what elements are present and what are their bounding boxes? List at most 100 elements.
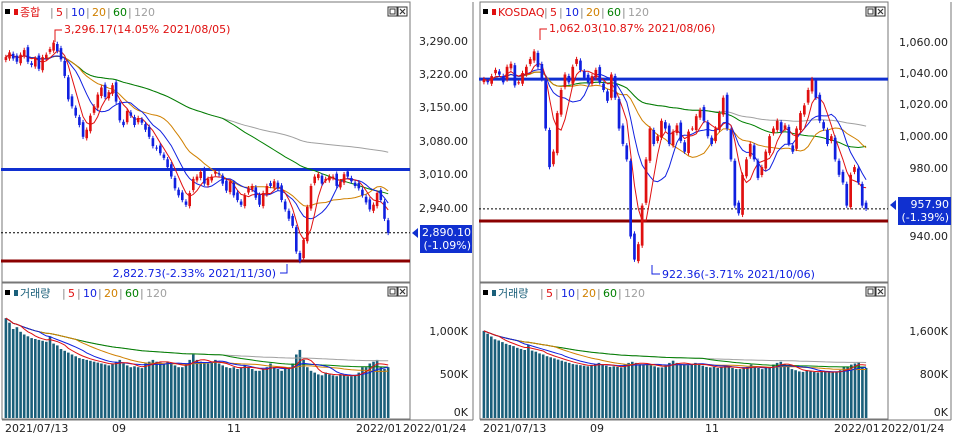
volume-bar (272, 367, 276, 418)
close-icon[interactable] (397, 286, 408, 297)
candle (671, 131, 675, 146)
volume-bar (118, 359, 122, 418)
candle (89, 115, 92, 132)
close-icon[interactable] (397, 6, 408, 17)
candle (698, 110, 702, 118)
legend-ma5: 5 (56, 6, 63, 19)
volume-bar (133, 366, 136, 418)
candle (317, 174, 320, 178)
volume-bar (56, 345, 59, 418)
candle (652, 130, 656, 144)
candle (59, 48, 63, 60)
volume-bar (753, 366, 757, 418)
candle (85, 129, 88, 139)
restore-icon[interactable] (865, 286, 876, 297)
volume-bar (850, 364, 853, 418)
candle (125, 111, 129, 123)
legend-sep: | (62, 287, 66, 300)
volume-bar (280, 370, 283, 418)
candle (225, 180, 228, 191)
volume-bar (302, 359, 305, 418)
y-tick-label: 1,020.00 (899, 98, 948, 111)
volume-bar (675, 362, 679, 418)
volume-bar (727, 366, 731, 418)
candle (339, 181, 342, 188)
vol-tick-label: 0K (934, 406, 949, 419)
candle (845, 183, 849, 206)
candle (48, 49, 52, 52)
candle (92, 106, 96, 113)
restore-icon[interactable] (387, 6, 398, 17)
candle (100, 87, 103, 96)
volume-bar (78, 358, 81, 418)
volume-bar (527, 345, 530, 418)
candle (486, 80, 490, 83)
candle (8, 52, 11, 59)
volume-bar (590, 365, 593, 418)
volume-bar (364, 367, 368, 418)
restore-icon[interactable] (387, 286, 398, 297)
candle (151, 138, 155, 147)
volume-bar (608, 366, 612, 418)
volume-bar (313, 372, 316, 418)
volume-bar (516, 347, 519, 418)
candle (324, 178, 327, 181)
candle (258, 194, 261, 205)
volume-bar (801, 371, 805, 418)
legend-sep: | (555, 287, 559, 300)
candle (536, 52, 540, 67)
candle (610, 74, 613, 98)
volume-bar (228, 368, 232, 418)
candle (756, 160, 760, 178)
candle (702, 107, 706, 121)
legend-square-icon (5, 290, 10, 295)
candle (575, 59, 578, 64)
candle (295, 227, 298, 252)
current-price-arrow-icon (412, 228, 418, 238)
high-annotation-text: 1,062.03(10.87% 2021/08/06) (549, 22, 715, 35)
candle (170, 164, 173, 177)
candle (206, 178, 210, 185)
candle (37, 55, 41, 69)
volume-bar (192, 354, 195, 418)
volume-bar (19, 331, 22, 418)
volume-bar (668, 362, 671, 418)
volume-bar (96, 362, 100, 418)
x-tick-label: 2021/07/13 (483, 422, 546, 435)
volume-bar (45, 341, 48, 418)
candle (140, 119, 144, 123)
volume-bar (838, 370, 842, 418)
candle (606, 91, 609, 101)
candle (783, 125, 787, 129)
candle (199, 171, 202, 178)
candle (283, 201, 287, 210)
volume-bar (203, 362, 206, 418)
legend-sep: | (618, 287, 622, 300)
volume-bar (530, 350, 534, 418)
left-price-plot (1, 40, 410, 264)
candle (490, 76, 493, 84)
candle (644, 159, 648, 203)
volume-bar (853, 363, 857, 418)
candle (155, 147, 158, 149)
candle (15, 55, 19, 62)
volume-bar (291, 363, 294, 418)
volume-bar (92, 361, 96, 418)
legend-sep: | (140, 287, 144, 300)
close-icon[interactable] (875, 286, 886, 297)
legend-sep: | (622, 6, 626, 19)
candle (582, 71, 586, 78)
volume-bar (642, 364, 645, 418)
right-x-axis: 2021/07/13 09 11 2022/01 2022/01/24 (483, 422, 944, 435)
restore-icon[interactable] (865, 6, 876, 17)
y-tick-label: 1,000.00 (899, 130, 948, 143)
volume-bar (265, 367, 269, 418)
y-tick-label: 3,220.00 (419, 68, 468, 81)
volume-bar (324, 372, 327, 418)
volume-bar (4, 318, 8, 418)
volume-bar (716, 368, 719, 418)
close-icon[interactable] (875, 6, 886, 17)
candle (513, 65, 517, 86)
volume-bar (170, 363, 173, 418)
candle (133, 117, 136, 125)
